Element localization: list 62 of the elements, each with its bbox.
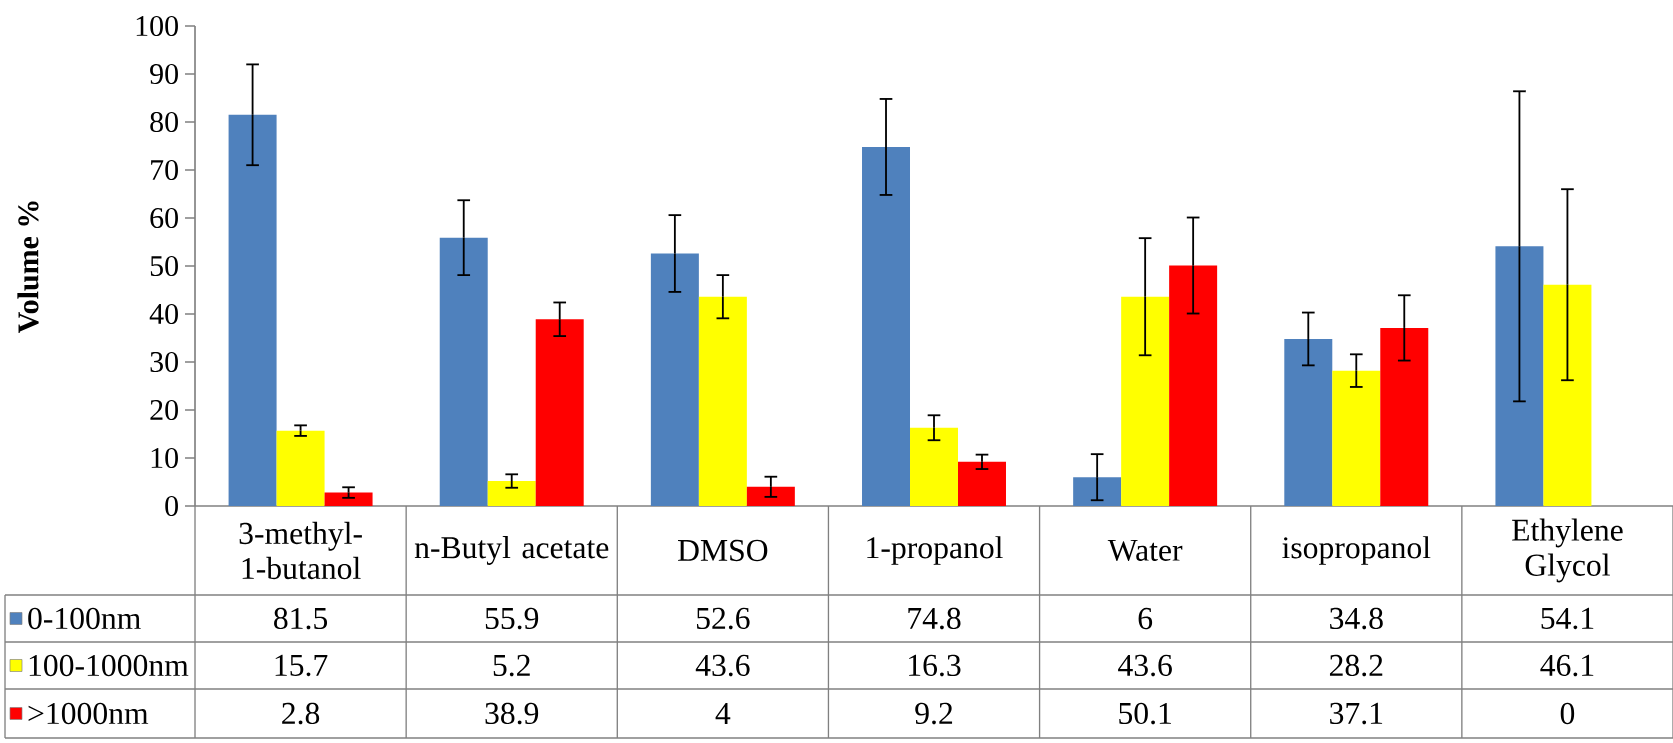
x-tick-label: DMSO <box>678 539 768 562</box>
y-tick-label: 0 <box>165 495 178 517</box>
y-tick-label: 10 <box>151 447 178 469</box>
bar <box>1543 284 1592 506</box>
data-label: 43.6 <box>695 654 750 677</box>
data-label: 9.2 <box>915 702 953 725</box>
data-label: 16.3 <box>909 654 961 677</box>
y-tick-label: 30 <box>150 351 178 373</box>
data-label: 52.6 <box>696 607 750 630</box>
data-label: 4 <box>715 703 731 724</box>
data-label: 46.1 <box>1540 654 1594 677</box>
data-label: 38.9 <box>485 702 539 725</box>
legend-label: 0-100nm <box>28 607 141 630</box>
bar <box>698 296 747 506</box>
legend-label: >1000nm <box>28 702 149 725</box>
data-label: 6 <box>1138 607 1153 630</box>
y-tick-label: 50 <box>150 255 178 277</box>
data-label: 43.6 <box>1118 654 1172 677</box>
y-tick-label: 40 <box>149 303 178 325</box>
data-label: 55.9 <box>485 607 539 630</box>
bar <box>910 427 958 506</box>
data-label: 54.1 <box>1541 607 1594 630</box>
data-label: 5.2 <box>493 654 530 677</box>
data-label: 81.5 <box>274 607 328 630</box>
bar <box>487 481 536 506</box>
bar <box>1284 338 1333 506</box>
data-label: 34.8 <box>1330 607 1383 630</box>
bar <box>535 319 584 506</box>
y-tick-label: 90 <box>150 63 178 85</box>
x-tick-label: 1-propanol <box>867 536 1003 565</box>
bar <box>1169 265 1218 506</box>
data-label: 0 <box>1560 702 1575 725</box>
x-tick-label: Ethylene Glycol <box>1512 518 1623 583</box>
x-tick-label: isopropanol <box>1282 536 1431 565</box>
data-label: 50.1 <box>1119 702 1171 725</box>
x-tick-label: n-Butyl acetate <box>414 536 609 565</box>
bar <box>958 461 1006 506</box>
bar <box>439 237 488 506</box>
data-label: 74.8 <box>908 607 961 630</box>
bar <box>1121 296 1170 506</box>
legend-label: 100-1000nm <box>29 654 189 677</box>
y-tick-label: 60 <box>150 207 178 229</box>
data-label: 37.1 <box>1330 702 1383 725</box>
y-tick-label: 70 <box>151 159 178 181</box>
bar <box>228 114 277 506</box>
y-tick-label: 100 <box>136 15 178 37</box>
y-axis-title: Volume % <box>17 201 39 334</box>
bar <box>276 430 325 506</box>
y-tick-label: 80 <box>150 111 178 133</box>
bar <box>1073 477 1122 506</box>
bar <box>324 492 373 506</box>
data-label: 28.2 <box>1329 654 1383 677</box>
bar <box>862 146 911 506</box>
bar <box>650 253 699 506</box>
bar <box>1332 370 1381 506</box>
data-label: 15.7 <box>275 654 328 677</box>
data-label: 2.8 <box>282 702 320 725</box>
bar <box>746 486 795 506</box>
bar <box>1380 327 1429 506</box>
x-tick-label: 3-methyl-1-butanol <box>239 521 362 580</box>
y-tick-label: 20 <box>150 399 178 421</box>
x-tick-label: Water <box>1107 539 1183 562</box>
